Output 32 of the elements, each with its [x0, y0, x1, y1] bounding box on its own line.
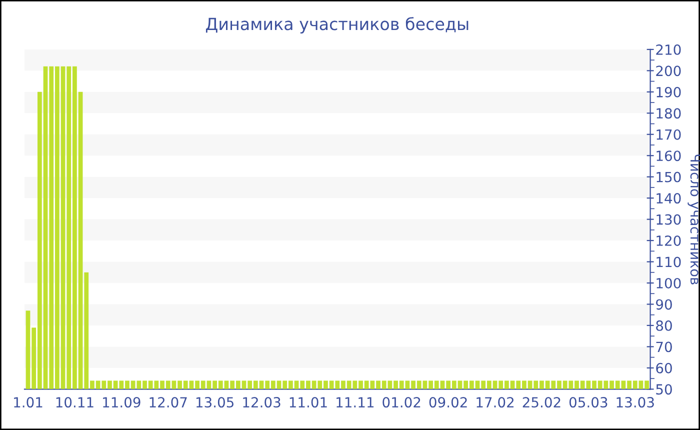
y-tick-label: 70	[656, 342, 672, 352]
chart-title: Динамика участников беседы	[206, 17, 468, 34]
y-tick-label: 50	[656, 384, 672, 395]
x-tick-label: 10.11	[56, 397, 94, 408]
x-tick-label: 12.07	[150, 397, 187, 408]
x-tick-label: 13.05	[196, 397, 234, 408]
y-tick-label: 80	[656, 320, 672, 331]
y-tick-label: 170	[656, 129, 681, 140]
y-tick-label: 60	[656, 362, 672, 374]
y-tick-label: 190	[656, 86, 681, 98]
y-tick-label: 120	[656, 236, 681, 246]
x-tick-label: 25.02	[522, 397, 560, 408]
y-tick-label: 140	[656, 193, 681, 204]
x-tick-label: 17.02	[476, 397, 514, 408]
y-tick-label: 130	[656, 214, 681, 225]
x-tick-label: 11.11	[336, 397, 374, 408]
y-tick-label: 160	[656, 150, 681, 162]
y-tick-label: 150	[656, 172, 681, 182]
x-tick-label: 05.03	[569, 397, 608, 408]
x-tick-label: 09.02	[429, 397, 467, 408]
x-tick-label: 11.01	[290, 397, 327, 408]
y-tick-label: 110	[656, 256, 681, 268]
x-tick-label: 12.03	[243, 397, 280, 408]
y-tick-label: 100	[656, 278, 681, 288]
x-tick-label: 1.01	[14, 397, 42, 408]
x-tick-label: 13.03	[616, 397, 654, 408]
y-tick-label: 210	[656, 44, 681, 55]
y-tick-label: 200	[656, 66, 681, 76]
x-tick-label: 11.09	[103, 397, 140, 408]
y-tick-label: 90	[656, 299, 672, 310]
x-tick-label: 01.02	[382, 397, 420, 408]
y-tick-label: 180	[656, 108, 681, 119]
